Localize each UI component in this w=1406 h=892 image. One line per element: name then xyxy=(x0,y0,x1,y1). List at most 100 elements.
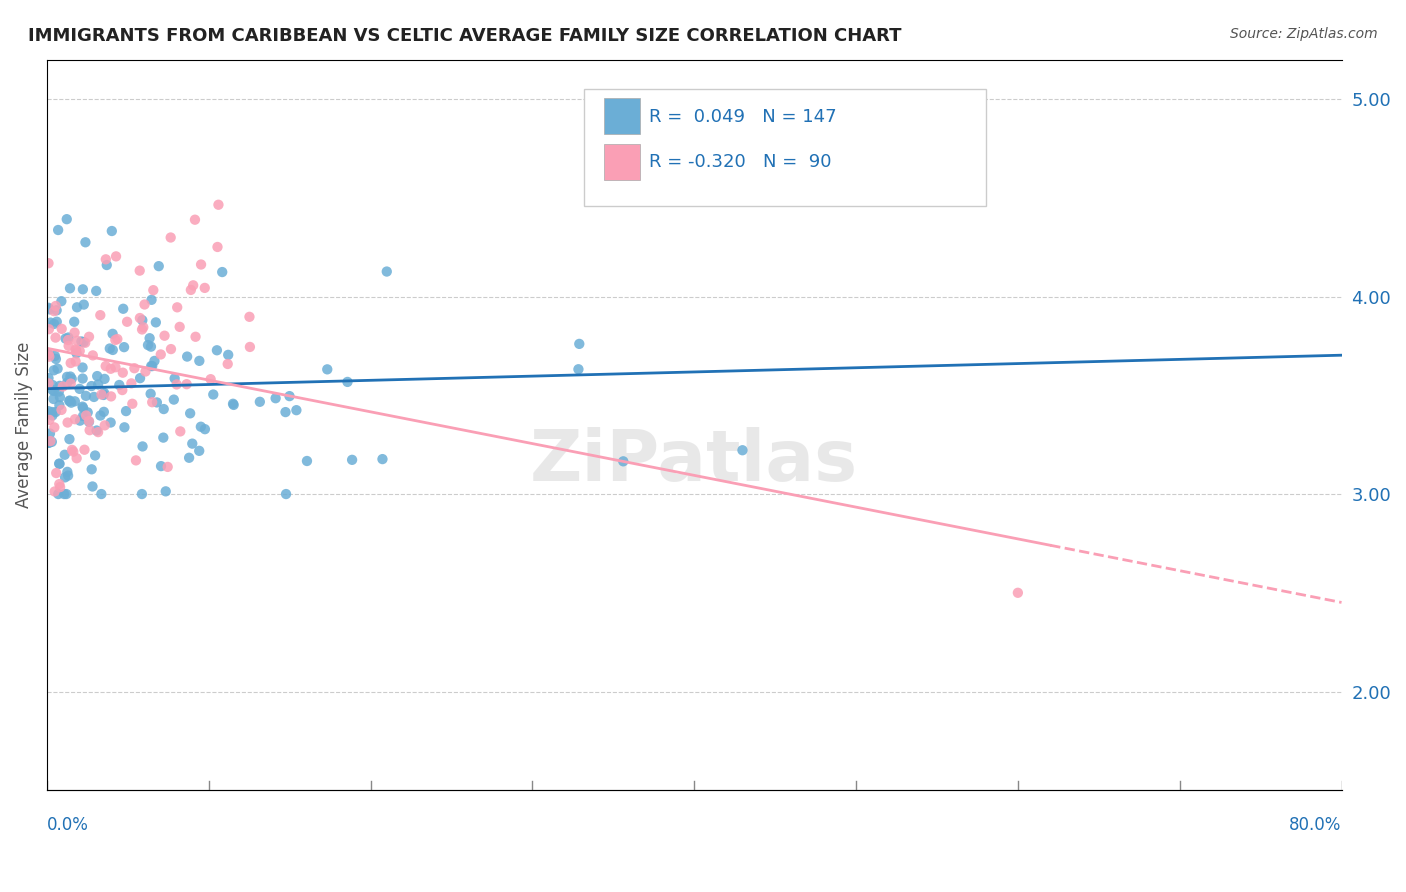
Point xyxy=(48,384,70,399)
Point xyxy=(52,379,75,393)
Bar xyxy=(603,97,640,134)
Point xyxy=(222,397,245,411)
Point xyxy=(134,297,156,311)
Point xyxy=(42,304,65,318)
Point xyxy=(371,452,394,467)
Point xyxy=(340,453,363,467)
Point xyxy=(104,360,127,375)
Point xyxy=(567,362,589,376)
Point xyxy=(139,340,162,354)
Point xyxy=(42,392,65,406)
FancyBboxPatch shape xyxy=(583,89,986,206)
Point xyxy=(60,442,83,457)
Point xyxy=(100,389,122,403)
Point xyxy=(264,391,287,405)
Point xyxy=(69,343,91,358)
Point xyxy=(176,350,198,364)
Point xyxy=(65,346,87,360)
Point xyxy=(100,361,122,376)
Point xyxy=(202,387,225,401)
Point xyxy=(166,377,188,392)
Point xyxy=(82,479,104,493)
Point xyxy=(38,301,60,315)
Point xyxy=(111,366,134,380)
Point xyxy=(44,484,66,499)
Point xyxy=(190,258,212,272)
Point xyxy=(48,457,70,471)
Point xyxy=(38,435,60,450)
Point xyxy=(38,256,60,270)
Point xyxy=(58,432,80,446)
Point xyxy=(121,397,143,411)
Point xyxy=(153,328,176,343)
Point xyxy=(179,406,201,420)
Point xyxy=(38,413,60,427)
Point xyxy=(45,351,67,366)
Point xyxy=(136,338,159,352)
Point xyxy=(211,265,233,279)
Point xyxy=(188,443,211,458)
Point xyxy=(217,348,239,362)
Point xyxy=(336,375,359,389)
Point xyxy=(55,332,77,346)
Text: IMMIGRANTS FROM CARIBBEAN VS CELTIC AVERAGE FAMILY SIZE CORRELATION CHART: IMMIGRANTS FROM CARIBBEAN VS CELTIC AVER… xyxy=(28,27,901,45)
Point xyxy=(56,333,79,347)
Point xyxy=(65,354,87,368)
Point xyxy=(1007,586,1029,600)
Point xyxy=(38,404,60,418)
Point xyxy=(104,333,127,347)
Point xyxy=(46,487,69,501)
Point xyxy=(69,414,91,428)
Point xyxy=(115,404,138,418)
Point xyxy=(274,487,297,501)
Point xyxy=(142,283,165,297)
Point xyxy=(72,409,94,423)
Point xyxy=(70,334,93,349)
Point xyxy=(62,444,84,458)
Point xyxy=(80,379,103,393)
Point xyxy=(131,313,153,327)
Point xyxy=(76,405,98,419)
Point xyxy=(48,457,70,471)
Point xyxy=(141,395,163,409)
Point xyxy=(188,354,211,368)
Point xyxy=(105,249,128,263)
Text: R = -0.320   N =  90: R = -0.320 N = 90 xyxy=(650,153,831,171)
Point xyxy=(176,377,198,392)
Point xyxy=(84,284,107,298)
Point xyxy=(295,454,318,468)
Point xyxy=(86,369,108,384)
Bar xyxy=(603,144,640,180)
Point xyxy=(80,462,103,476)
Point xyxy=(128,311,150,326)
Point xyxy=(207,198,229,212)
Point xyxy=(75,335,97,350)
Point xyxy=(42,317,65,331)
Point xyxy=(150,459,173,474)
Text: ZiPatlas: ZiPatlas xyxy=(530,427,858,496)
Point xyxy=(45,466,67,480)
Point xyxy=(111,383,134,397)
Point xyxy=(60,395,83,409)
Point xyxy=(217,357,239,371)
Point xyxy=(41,378,63,392)
Point xyxy=(72,360,94,375)
Point xyxy=(114,420,136,434)
Point xyxy=(41,434,63,449)
Point xyxy=(59,376,82,391)
Point xyxy=(41,409,63,423)
Point xyxy=(42,384,65,398)
Point xyxy=(163,392,186,407)
Point xyxy=(181,436,204,450)
Point xyxy=(145,315,167,329)
Point xyxy=(96,258,118,272)
Point xyxy=(77,330,100,344)
Point xyxy=(77,414,100,428)
Point xyxy=(59,356,82,370)
Point xyxy=(55,212,77,227)
Point xyxy=(44,349,66,363)
Point xyxy=(184,330,207,344)
Point xyxy=(131,322,153,336)
Point xyxy=(194,422,217,436)
Point xyxy=(105,332,128,346)
